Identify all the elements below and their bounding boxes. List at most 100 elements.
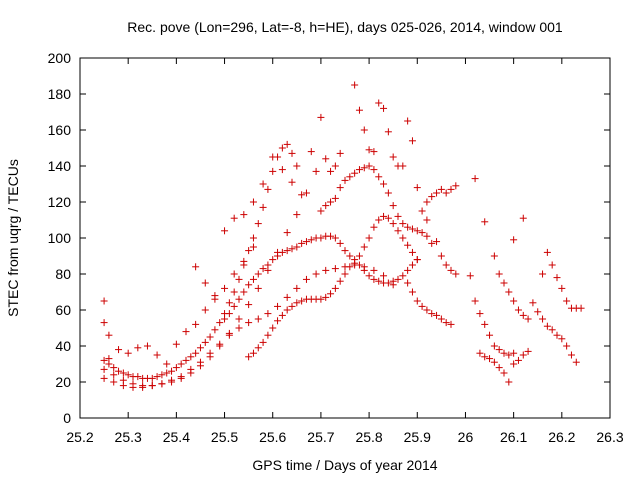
data-point [110, 364, 118, 372]
data-point [225, 299, 233, 307]
data-point [172, 364, 180, 372]
data-point [119, 382, 127, 390]
data-point [221, 227, 229, 235]
data-point [360, 164, 368, 172]
data-point [206, 333, 214, 341]
y-tick-label: 20 [55, 374, 71, 390]
data-point [404, 223, 412, 231]
data-point [293, 243, 301, 251]
data-point [139, 383, 147, 391]
data-point [317, 113, 325, 121]
data-point [148, 382, 156, 390]
data-point [278, 144, 286, 152]
data-point [442, 261, 450, 269]
data-point [110, 378, 118, 386]
data-point [293, 284, 301, 292]
data-point [177, 373, 185, 381]
data-point [433, 311, 441, 319]
data-point [399, 220, 407, 228]
y-axis: 0 20 40 60 80 100 120 140 160 180 200 [48, 50, 610, 426]
data-point [254, 284, 262, 292]
data-point [558, 335, 566, 343]
data-point [187, 365, 195, 373]
data-point [563, 297, 571, 305]
data-point [442, 189, 450, 197]
data-point [408, 137, 416, 145]
y-tick-label: 40 [55, 338, 71, 354]
data-point [433, 238, 441, 246]
data-point [413, 256, 421, 264]
data-point [524, 315, 532, 323]
data-point [322, 155, 330, 163]
data-point [143, 342, 151, 350]
data-point [418, 207, 426, 215]
data-point [264, 185, 272, 193]
data-point [278, 311, 286, 319]
data-point [351, 81, 359, 89]
data-point [505, 378, 513, 386]
data-point [115, 367, 123, 375]
data-point [327, 198, 335, 206]
data-point [100, 297, 108, 305]
data-point [404, 279, 412, 287]
data-point [100, 356, 108, 364]
data-point [307, 148, 315, 156]
data-point [211, 292, 219, 300]
data-point [168, 367, 176, 375]
data-point [192, 320, 200, 328]
data-point [486, 355, 494, 363]
data-point [572, 358, 580, 366]
data-point [307, 236, 315, 244]
data-point [567, 351, 575, 359]
data-point [389, 202, 397, 210]
data-point [134, 373, 142, 381]
data-point [370, 275, 378, 283]
data-point [216, 319, 224, 327]
data-point [548, 261, 556, 269]
data-point [346, 173, 354, 181]
data-point [529, 299, 537, 307]
data-point [519, 351, 527, 359]
data-point [269, 324, 277, 332]
data-point [322, 202, 330, 210]
data-point [495, 364, 503, 372]
data-point [148, 374, 156, 382]
data-point [283, 140, 291, 148]
data-point [437, 315, 445, 323]
data-point [269, 167, 277, 175]
data-point [428, 193, 436, 201]
data-point [490, 342, 498, 350]
data-point [534, 308, 542, 316]
data-point [355, 252, 363, 260]
data-point [269, 153, 277, 161]
data-point [346, 263, 354, 271]
data-point [182, 356, 190, 364]
data-point [389, 153, 397, 161]
data-point [211, 326, 219, 334]
data-point [543, 248, 551, 256]
data-point [355, 261, 363, 269]
data-point [331, 284, 339, 292]
data-point [360, 266, 368, 274]
data-point [510, 236, 518, 244]
y-tick-label: 140 [48, 158, 72, 174]
data-point [327, 232, 335, 240]
data-point [442, 319, 450, 327]
data-point [322, 293, 330, 301]
data-point [380, 180, 388, 188]
data-point [245, 301, 253, 309]
data-point [447, 185, 455, 193]
data-point [423, 216, 431, 224]
data-point [365, 272, 373, 280]
data-point [288, 149, 296, 157]
data-point [370, 223, 378, 231]
data-point [423, 232, 431, 240]
data-point [192, 263, 200, 271]
data-point [129, 383, 137, 391]
y-tick-label: 100 [48, 230, 72, 246]
data-point [264, 310, 272, 318]
data-point [413, 227, 421, 235]
y-axis-label: STEC from uqrg / TECUs [5, 159, 21, 317]
x-tick-label: 25.3 [115, 429, 142, 445]
